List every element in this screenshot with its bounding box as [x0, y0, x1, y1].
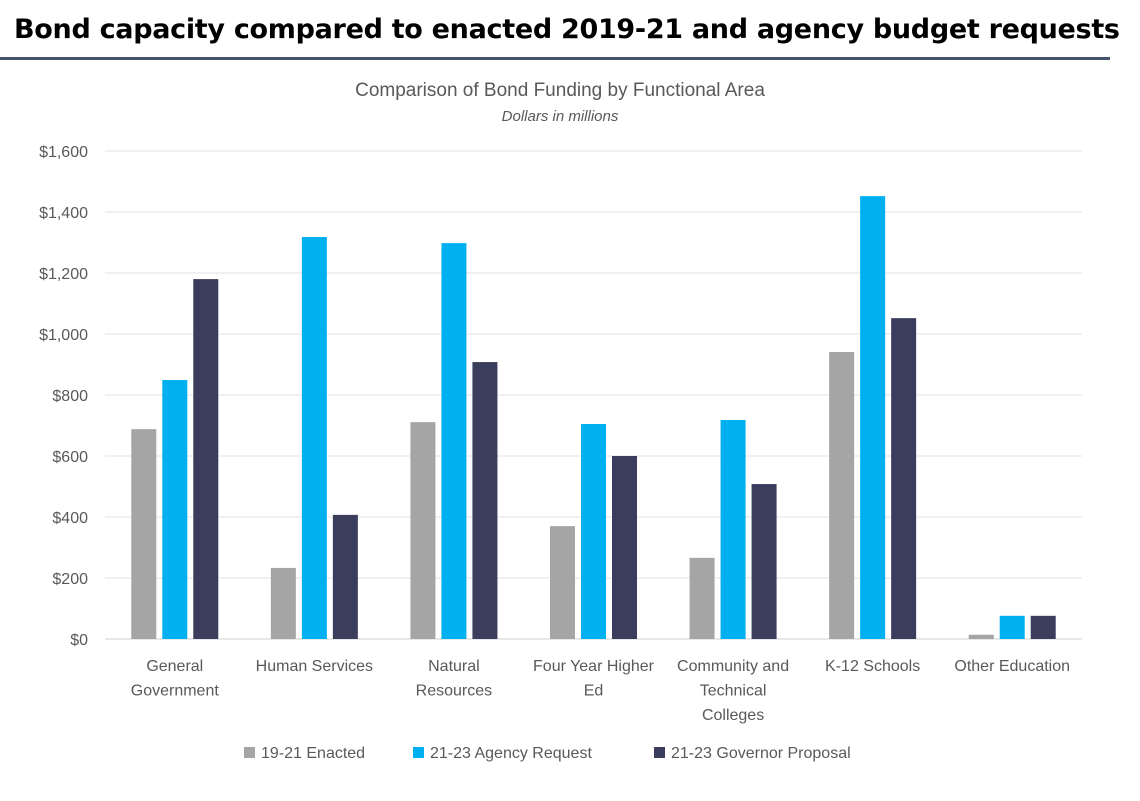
- bar: [720, 420, 746, 639]
- bar: [332, 514, 358, 639]
- y-tick-label: $1,400: [39, 205, 88, 222]
- y-tick-label: $600: [52, 449, 88, 466]
- legend-label: 21-23 Agency Request: [430, 745, 592, 762]
- bar: [270, 567, 296, 639]
- x-tick-label: Government: [131, 683, 220, 700]
- x-tick-label: Community and: [677, 658, 789, 675]
- bar: [581, 423, 606, 639]
- header-rule: [0, 57, 1110, 60]
- bar: [968, 634, 994, 639]
- y-tick-label: $1,200: [39, 266, 88, 283]
- bar: [829, 351, 855, 639]
- bar: [612, 456, 637, 639]
- x-tick-label: Other Education: [954, 658, 1070, 675]
- x-tick-label: Ed: [584, 683, 604, 700]
- y-tick-label: $400: [52, 510, 88, 527]
- page-header-title: Bond capacity compared to enacted 2019-2…: [14, 14, 1120, 45]
- bar: [689, 557, 715, 639]
- x-tick-label: Colleges: [702, 707, 764, 724]
- bar: [891, 318, 917, 639]
- bar: [301, 237, 327, 639]
- bar: [410, 422, 436, 639]
- bar: [193, 279, 219, 639]
- chart-title: Comparison of Bond Funding by Functional…: [355, 80, 765, 101]
- bar: [751, 484, 777, 639]
- bar: [999, 615, 1025, 639]
- y-tick-label: $0: [70, 632, 88, 649]
- bar: [441, 243, 467, 640]
- x-tick-label: Technical: [700, 683, 767, 700]
- legend-label: 19-21 Enacted: [261, 745, 365, 762]
- legend-swatch: [244, 747, 255, 758]
- legend-swatch: [413, 747, 424, 758]
- y-tick-label: $800: [52, 388, 88, 405]
- chart-subtitle: Dollars in millions: [502, 108, 619, 125]
- y-tick-label: $200: [52, 571, 88, 588]
- y-tick-label: $1,000: [39, 327, 88, 344]
- bar: [472, 362, 498, 639]
- x-tick-label: K-12 Schools: [825, 658, 920, 675]
- x-tick-label: Four Year Higher: [533, 658, 655, 675]
- y-tick-label: $1,600: [39, 144, 88, 161]
- x-tick-label: General: [146, 658, 203, 675]
- x-tick-label: Natural: [428, 658, 480, 675]
- legend-swatch: [654, 747, 665, 758]
- bar: [1030, 615, 1056, 639]
- legend-label: 21-23 Governor Proposal: [671, 745, 851, 762]
- bar: [860, 196, 886, 639]
- x-tick-label: Resources: [416, 683, 492, 700]
- bar: [550, 526, 575, 639]
- x-tick-label: Human Services: [256, 658, 373, 675]
- bar: [131, 429, 157, 639]
- bar: [162, 380, 188, 639]
